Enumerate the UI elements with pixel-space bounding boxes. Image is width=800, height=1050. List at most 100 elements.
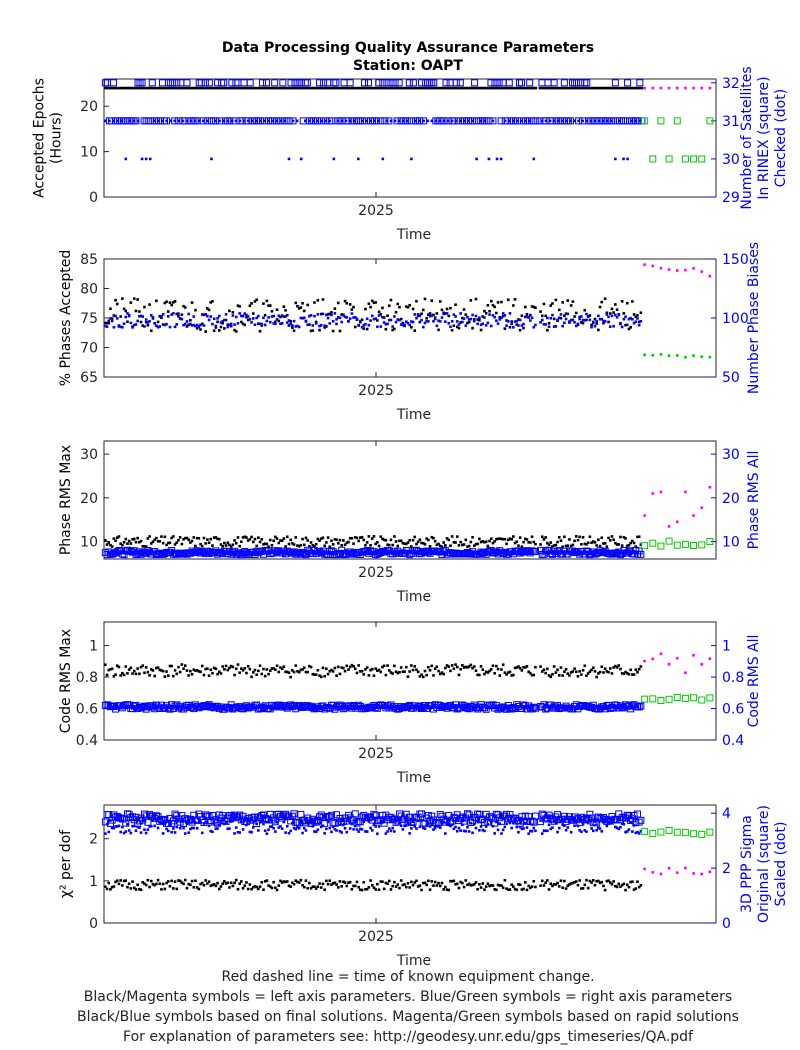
data-point (178, 670, 182, 674)
data-point (651, 871, 655, 874)
data-point (267, 86, 270, 90)
data-point (241, 314, 245, 318)
y-right-axis-label: Scaled (dot) (773, 822, 789, 907)
data-point (223, 541, 226, 545)
data-point (320, 119, 323, 123)
data-point (297, 881, 301, 885)
footer-note-3: Black/Blue symbols based on final soluti… (77, 1009, 739, 1025)
data-point (204, 821, 207, 824)
data-point (369, 826, 372, 830)
data-point (437, 881, 440, 885)
data-point (386, 314, 389, 317)
data-point (557, 674, 561, 677)
data-point (321, 824, 325, 827)
data-point (681, 155, 689, 163)
data-point (452, 879, 456, 883)
data-point (462, 308, 466, 311)
data-point (651, 353, 655, 357)
data-point (574, 324, 578, 328)
data-point (498, 315, 502, 319)
data-point (262, 888, 265, 892)
data-point (397, 119, 401, 123)
data-point (481, 86, 485, 90)
data-point (590, 881, 593, 884)
data-point (381, 665, 384, 669)
data-point (274, 886, 277, 890)
data-point (250, 830, 253, 834)
data-point (202, 673, 206, 677)
data-point (365, 327, 369, 331)
data-point (348, 665, 352, 669)
data-point (359, 888, 362, 892)
data-point (153, 538, 156, 542)
data-point (586, 886, 590, 890)
data-point (627, 543, 631, 547)
data-point (692, 267, 695, 270)
data-point (271, 86, 274, 90)
data-point (423, 881, 427, 885)
data-point (598, 317, 602, 321)
data-point (636, 830, 639, 834)
data-point (530, 885, 534, 888)
data-point (134, 323, 138, 326)
data-point (449, 544, 452, 547)
y-left-tick-label: 20 (80, 491, 98, 507)
data-point (180, 313, 184, 316)
data-point (309, 541, 313, 544)
data-point (432, 86, 436, 90)
data-point (476, 887, 479, 891)
data-point (364, 668, 367, 671)
data-point (408, 86, 411, 90)
data-point (279, 539, 282, 542)
data-point (552, 819, 556, 823)
data-point (522, 326, 525, 330)
data-point (416, 885, 420, 888)
data-point (525, 538, 529, 541)
data-point (181, 119, 185, 123)
data-point (498, 884, 502, 887)
data-point (206, 119, 209, 123)
data-point (435, 884, 439, 887)
data-point (348, 86, 352, 90)
data-point (335, 538, 338, 541)
data-point (291, 881, 294, 884)
data-point (508, 821, 512, 825)
data-point (467, 830, 471, 833)
data-point (569, 830, 573, 834)
data-point (260, 672, 264, 676)
data-point (299, 316, 303, 320)
data-point (578, 670, 581, 673)
data-point (236, 86, 240, 90)
data-point (478, 318, 481, 322)
data-point (659, 872, 663, 876)
data-point (534, 665, 537, 669)
series-final-right-dot (104, 312, 643, 329)
data-point (455, 320, 459, 323)
data-point (447, 322, 451, 325)
data-point (343, 669, 347, 673)
data-point (302, 316, 306, 320)
data-point (347, 540, 350, 544)
data-point (206, 314, 209, 318)
data-point (114, 825, 117, 828)
data-point (126, 885, 129, 889)
data-point (270, 543, 274, 547)
data-point (138, 310, 141, 313)
data-point (449, 879, 452, 883)
data-point (573, 119, 576, 123)
data-point (318, 328, 321, 332)
data-point (332, 157, 336, 161)
data-point (255, 544, 258, 548)
data-point (577, 79, 585, 87)
data-point (585, 543, 588, 546)
data-point (243, 884, 247, 887)
data-point (421, 308, 425, 312)
data-point (387, 318, 391, 322)
data-point (183, 322, 187, 326)
data-point (119, 879, 122, 882)
data-point (148, 885, 151, 889)
data-point (131, 824, 134, 828)
data-point (506, 538, 510, 542)
data-point (387, 827, 391, 830)
data-point (258, 329, 262, 333)
